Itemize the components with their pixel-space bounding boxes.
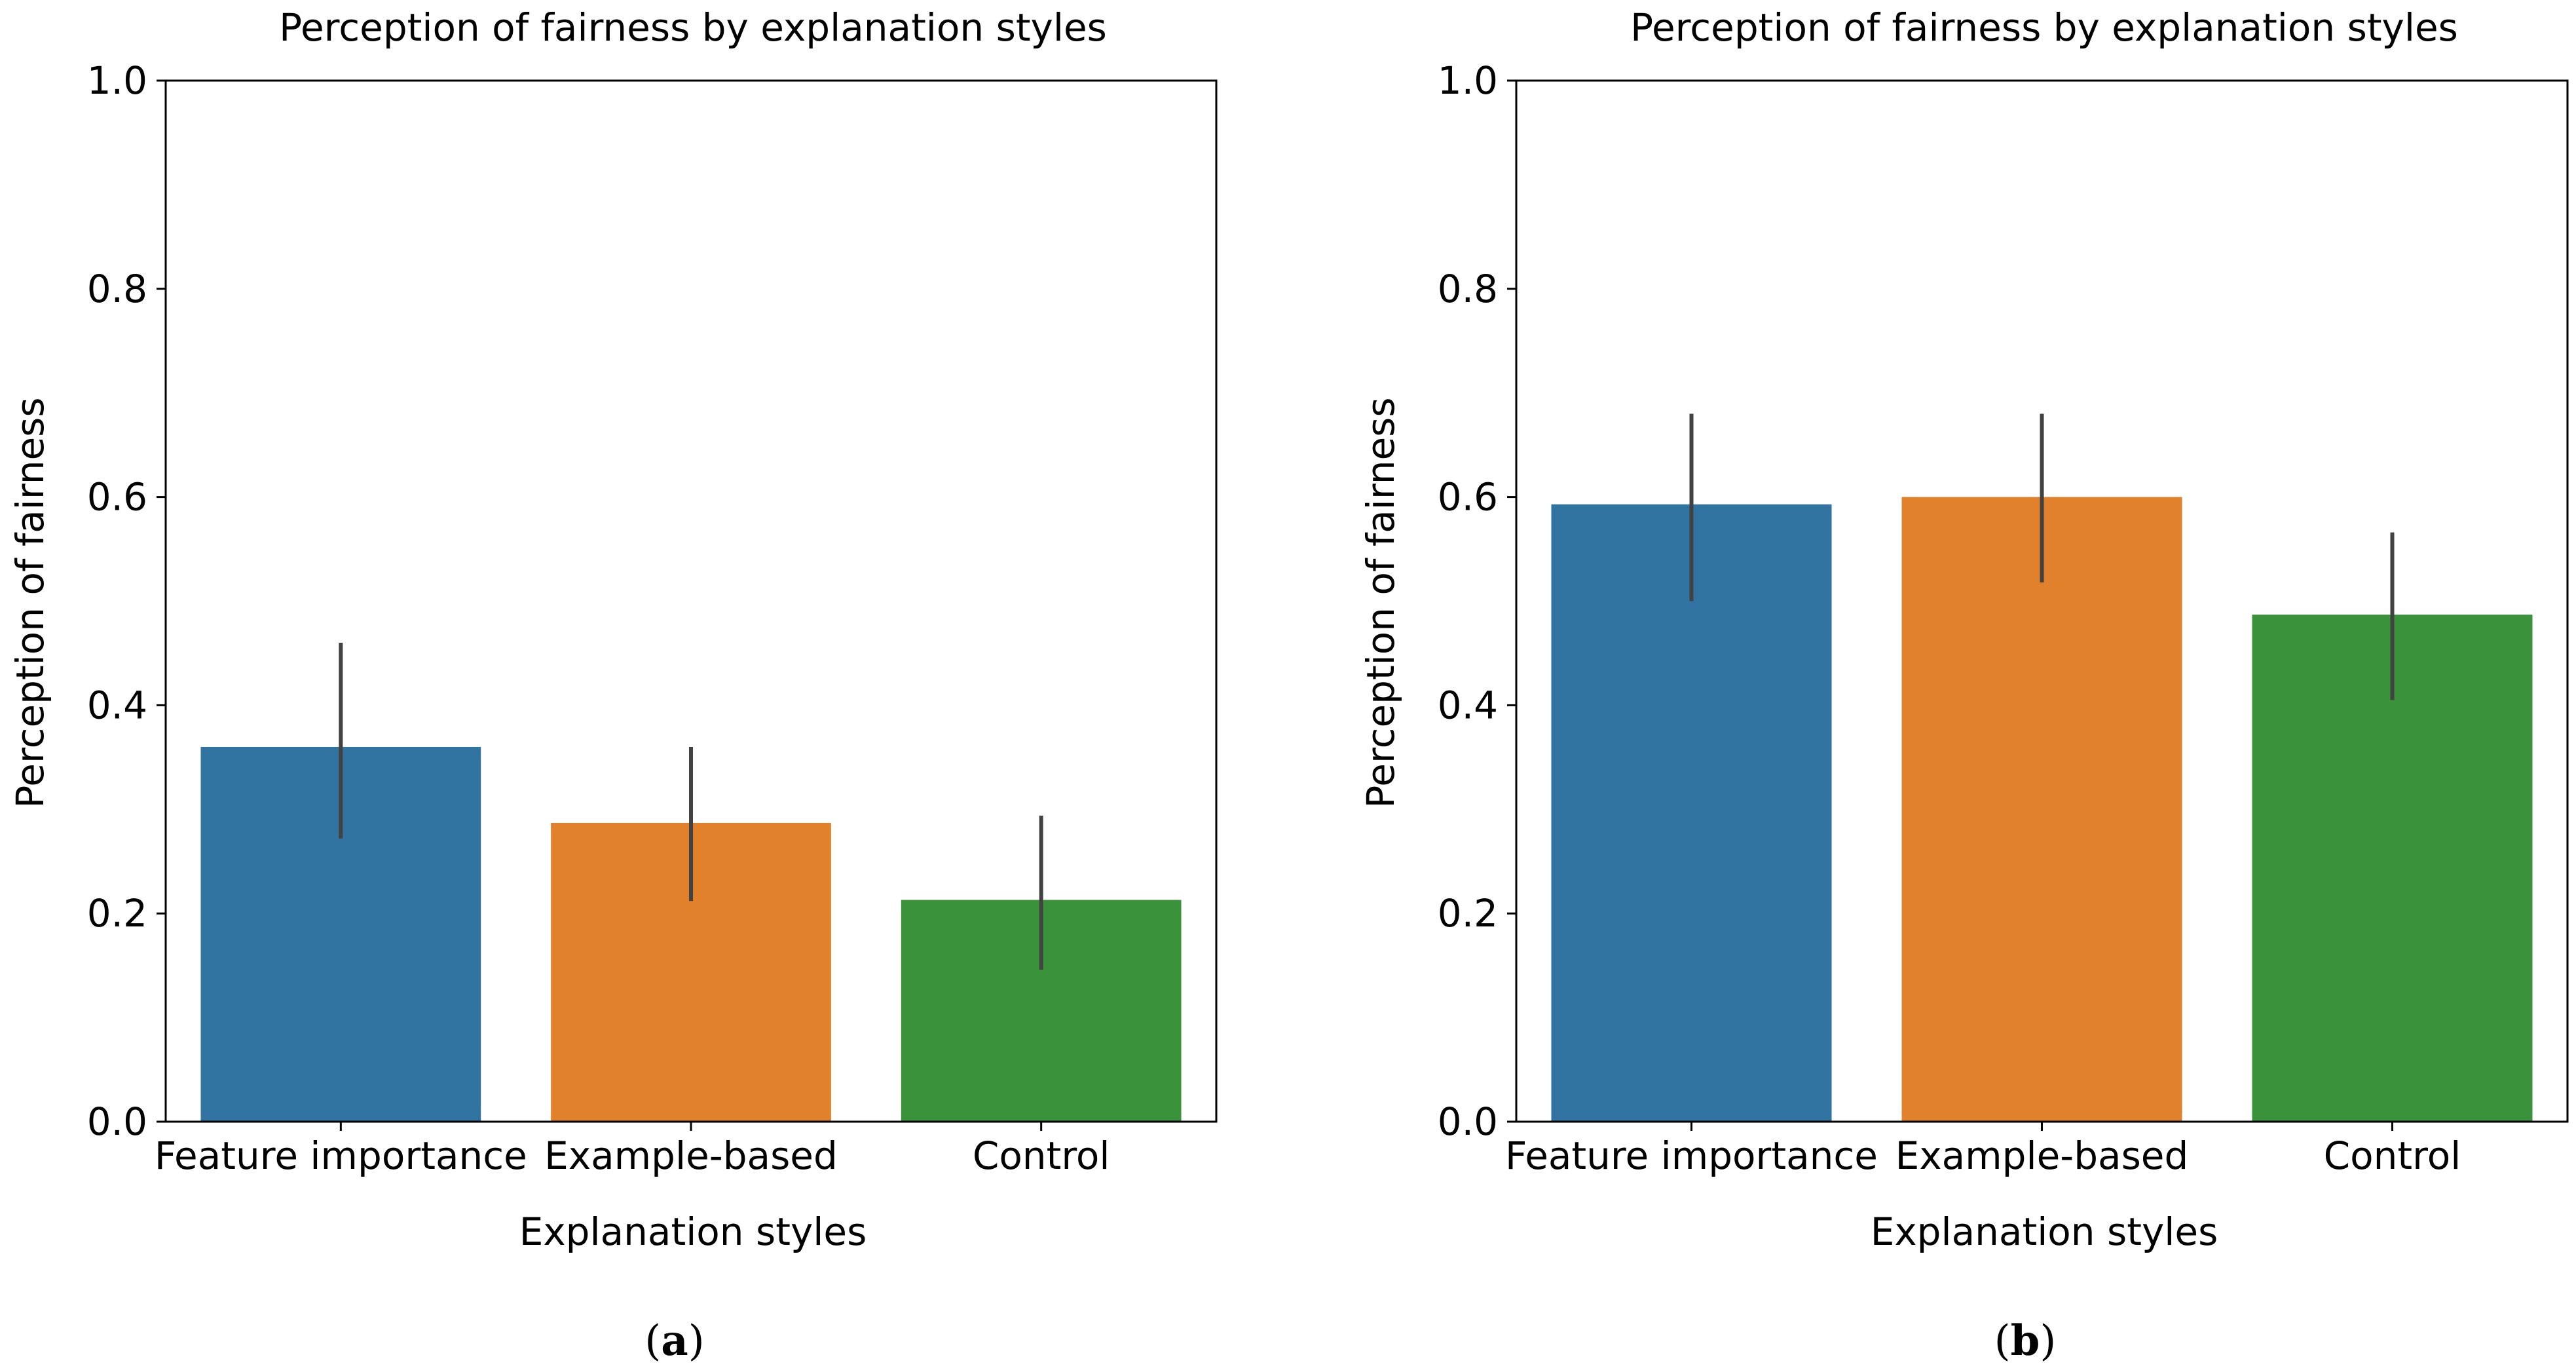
x-axis-label: Explanation styles (519, 1209, 867, 1254)
x-tick-label: Control (2324, 1133, 2461, 1178)
y-axis-label: Perception of fairness (1358, 397, 1403, 808)
y-tick-label: 1.0 (87, 58, 147, 103)
panel-caption: (a) (644, 1316, 704, 1365)
y-tick-label: 0.0 (87, 1099, 147, 1144)
axes-frame (164, 79, 1218, 1123)
y-tick-label: 0.2 (1438, 891, 1498, 936)
y-tick-label: 0.6 (1438, 475, 1498, 520)
y-tick-label: 1.0 (1438, 58, 1498, 103)
caption-close-paren: ) (688, 1317, 705, 1365)
bar (1551, 504, 1832, 1122)
plot-area: Feature importance Example-based Control 0.… (1438, 58, 2569, 1178)
chart-title: Perception of fairness by explanation st… (1630, 5, 2458, 50)
caption-letter: a (661, 1316, 688, 1365)
chart-panel-a: Perception of fairness by explanation st… (8, 5, 1218, 1365)
axes-frame (1515, 79, 2569, 1123)
y-tick-label: 0.6 (87, 475, 147, 520)
bar (1901, 497, 2182, 1122)
y-tick-label: 0.4 (1438, 683, 1498, 727)
caption-open-paren: ( (644, 1317, 661, 1365)
y-tick-label: 0.8 (1438, 267, 1498, 311)
y-axis-label: Perception of fairness (8, 397, 52, 808)
x-tick-label: Example-based (1895, 1133, 2189, 1178)
plot-area: Feature importance Example-based Control 0.… (87, 58, 1218, 1178)
x-tick-label: Feature importance (155, 1133, 527, 1178)
y-tick-label: 0.4 (87, 683, 147, 727)
chart-panel-b: Perception of fairness by explanation st… (1358, 5, 2569, 1365)
caption-letter: b (2011, 1316, 2040, 1365)
chart-title: Perception of fairness by explanation st… (279, 5, 1107, 50)
caption-open-paren: ( (1994, 1317, 2011, 1365)
x-tick-label: Control (973, 1133, 1110, 1178)
y-tick-label: 0.8 (87, 267, 147, 311)
x-tick-label: Example-based (544, 1133, 838, 1178)
y-tick-label: 0.2 (87, 891, 147, 936)
panel-caption: (b) (1994, 1316, 2057, 1365)
y-tick-label: 0.0 (1438, 1099, 1498, 1144)
caption-close-paren: ) (2040, 1317, 2056, 1365)
x-tick-label: Feature importance (1505, 1133, 1878, 1178)
x-axis-label: Explanation styles (1871, 1209, 2218, 1254)
